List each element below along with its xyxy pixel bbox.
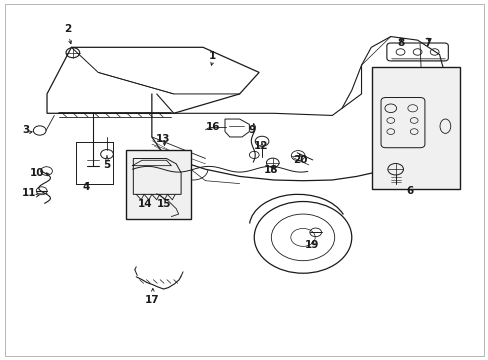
Text: 5: 5 [103, 160, 110, 170]
Text: 9: 9 [248, 125, 255, 135]
Text: 8: 8 [396, 38, 404, 48]
Text: 4: 4 [82, 182, 89, 192]
FancyBboxPatch shape [371, 67, 459, 189]
FancyBboxPatch shape [126, 150, 190, 219]
Text: 19: 19 [304, 240, 318, 250]
Text: 2: 2 [64, 24, 71, 35]
Text: 12: 12 [253, 141, 268, 151]
Text: 15: 15 [157, 199, 171, 210]
Text: 20: 20 [292, 155, 307, 165]
Text: 14: 14 [138, 199, 152, 210]
Text: 18: 18 [263, 165, 278, 175]
Text: 6: 6 [406, 186, 413, 197]
Text: 7: 7 [423, 38, 430, 48]
Text: 16: 16 [205, 122, 220, 132]
Text: 13: 13 [156, 134, 170, 144]
Text: 10: 10 [29, 168, 44, 178]
Text: 1: 1 [209, 51, 216, 61]
Text: 11: 11 [21, 188, 36, 198]
Text: 17: 17 [144, 296, 159, 306]
Text: 3: 3 [22, 125, 30, 135]
